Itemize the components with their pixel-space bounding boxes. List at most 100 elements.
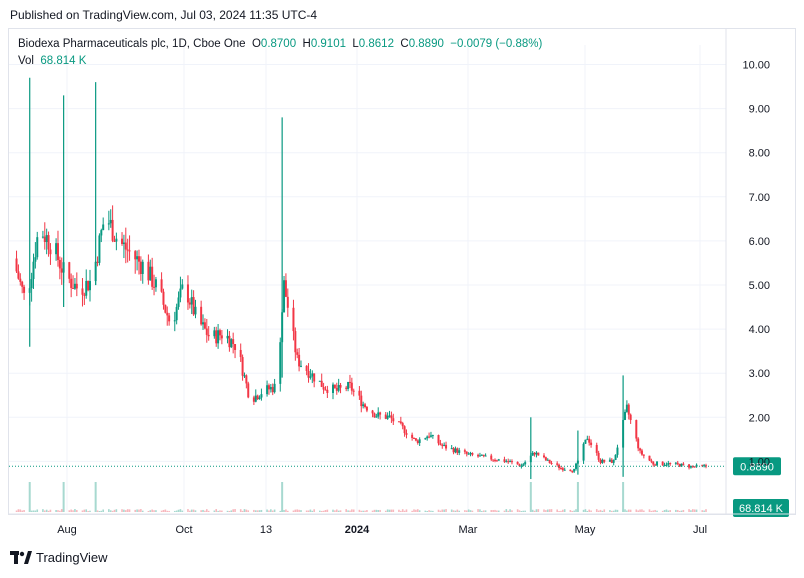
- candle-body: [58, 259, 61, 269]
- candle-body: [373, 413, 376, 418]
- volume-bar: [661, 510, 664, 512]
- candle-body: [141, 261, 144, 274]
- candle-body: [149, 266, 152, 281]
- candle-body: [413, 437, 416, 439]
- candle-body: [137, 256, 140, 262]
- volume-bar: [43, 510, 46, 512]
- volume-bar: [624, 509, 626, 512]
- candle-body: [345, 387, 348, 389]
- volume-bar: [386, 509, 389, 512]
- candle-body: [324, 389, 327, 391]
- volume-bar: [595, 509, 598, 512]
- candle-body: [115, 238, 118, 242]
- volume-bar: [258, 510, 261, 512]
- volume-bar: [279, 510, 282, 512]
- volume-bar: [134, 509, 137, 512]
- candle-body: [19, 278, 22, 282]
- volume-bar: [603, 509, 606, 512]
- volume-spike: [622, 482, 625, 512]
- candle-body: [136, 256, 139, 260]
- volume-bar: [439, 510, 442, 512]
- volume-bar: [113, 509, 116, 512]
- volume-bar: [339, 510, 342, 512]
- volume-bar: [241, 510, 244, 512]
- volume-bar: [569, 509, 572, 512]
- volume-bar: [72, 510, 74, 512]
- volume-bar: [362, 510, 364, 512]
- candle-body: [47, 235, 50, 250]
- candle-body: [507, 461, 510, 463]
- candle-body: [45, 235, 48, 243]
- volume-bar: [175, 510, 178, 512]
- candle-body: [586, 438, 589, 440]
- volume-bar: [189, 510, 191, 512]
- volume-bar: [98, 510, 101, 512]
- candle-body: [505, 461, 508, 463]
- volume-bar: [635, 509, 638, 512]
- candle-body: [384, 414, 387, 419]
- volume-bar: [398, 509, 400, 512]
- volume-bar: [612, 510, 615, 512]
- volume-bar: [413, 509, 415, 512]
- volume-bar: [190, 509, 193, 512]
- candle-body: [661, 461, 664, 466]
- volume-bar: [34, 510, 37, 512]
- volume-bar: [650, 510, 653, 512]
- candle-body: [656, 461, 659, 466]
- volume-tag-label: 68.814 K: [739, 503, 784, 515]
- volume-bar: [590, 510, 592, 512]
- volume-bar: [76, 510, 78, 512]
- volume-bar: [322, 510, 325, 512]
- candle-body: [286, 296, 289, 308]
- candle-body: [424, 438, 427, 440]
- volume-bar: [465, 510, 468, 512]
- candle-body: [70, 278, 73, 288]
- volume-bar: [45, 509, 48, 512]
- volume-bar: [173, 510, 176, 512]
- candle-body: [452, 448, 455, 453]
- volume-bar: [108, 509, 110, 512]
- candle-body: [43, 236, 46, 243]
- published-caption: Published on TradingView.com, Jul 03, 20…: [10, 8, 318, 22]
- candle-body: [307, 370, 310, 378]
- volume-bar: [360, 510, 363, 512]
- volume-bar: [626, 510, 628, 512]
- candle-body: [213, 330, 216, 337]
- candle-body: [299, 365, 302, 367]
- volume-bar: [701, 510, 704, 512]
- candle-body: [603, 459, 606, 462]
- volume-bar: [503, 510, 506, 512]
- candle-body: [311, 373, 314, 377]
- candle-body: [151, 266, 154, 287]
- candle-body: [437, 435, 440, 444]
- volume-bar: [573, 510, 575, 512]
- volume-bar: [128, 509, 131, 512]
- footer-branding[interactable]: TradingView: [10, 550, 108, 565]
- candle-body: [654, 464, 657, 466]
- x-tick-label: Oct: [175, 524, 192, 536]
- volume-bar: [400, 510, 402, 512]
- volume-bar: [384, 510, 387, 512]
- candle-body: [348, 381, 351, 383]
- volume-bar: [415, 509, 417, 512]
- candle-body: [386, 415, 389, 419]
- volume-bar: [298, 509, 300, 512]
- volume-bar: [179, 509, 182, 512]
- volume-bar: [192, 509, 195, 512]
- candle-body: [179, 288, 182, 298]
- volume-bar: [155, 510, 157, 512]
- volume-bar: [30, 510, 33, 512]
- candle-body: [153, 286, 156, 288]
- volume-bar: [57, 510, 59, 512]
- volume-bar: [411, 510, 413, 512]
- volume-bar: [445, 509, 447, 512]
- volume-bar: [377, 509, 380, 512]
- candle-body: [350, 382, 353, 391]
- candle-body: [89, 281, 92, 291]
- volume-bar: [68, 510, 71, 512]
- volume-spike: [28, 482, 31, 512]
- volume-bar: [390, 509, 393, 512]
- volume-bar: [126, 509, 129, 512]
- candle-body: [113, 240, 116, 242]
